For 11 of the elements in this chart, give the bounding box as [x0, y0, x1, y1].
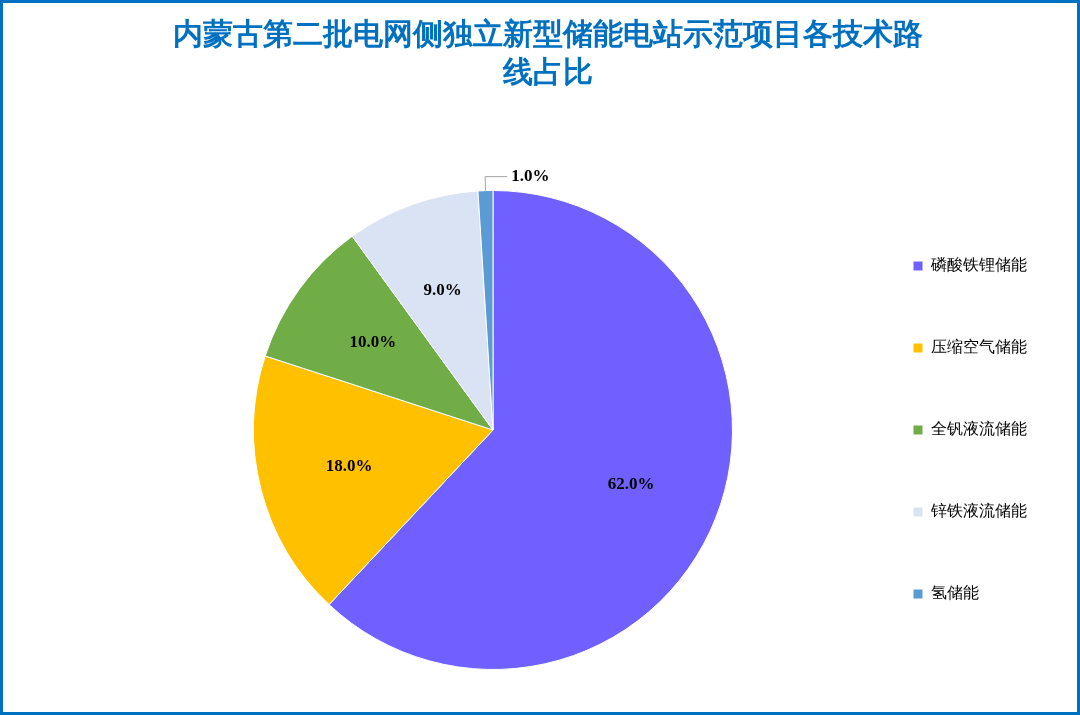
legend-label: 氢储能 [931, 583, 979, 603]
chart-title: 内蒙古第二批电网侧独立新型储能电站示范项目各技术路线占比 [172, 15, 924, 91]
data-label: 18.0% [325, 456, 373, 476]
data-label: 62.0% [607, 474, 655, 494]
data-label: 9.0% [423, 279, 462, 299]
data-label: 1.0% [511, 166, 550, 186]
legend-label: 全钒液流储能 [931, 419, 1027, 439]
legend-label: 锌铁液流储能 [930, 501, 1027, 521]
data-label: 10.0% [349, 332, 397, 352]
legend-label: 磷酸铁锂储能 [930, 255, 1027, 275]
legend-label: 压缩空气储能 [931, 337, 1027, 357]
